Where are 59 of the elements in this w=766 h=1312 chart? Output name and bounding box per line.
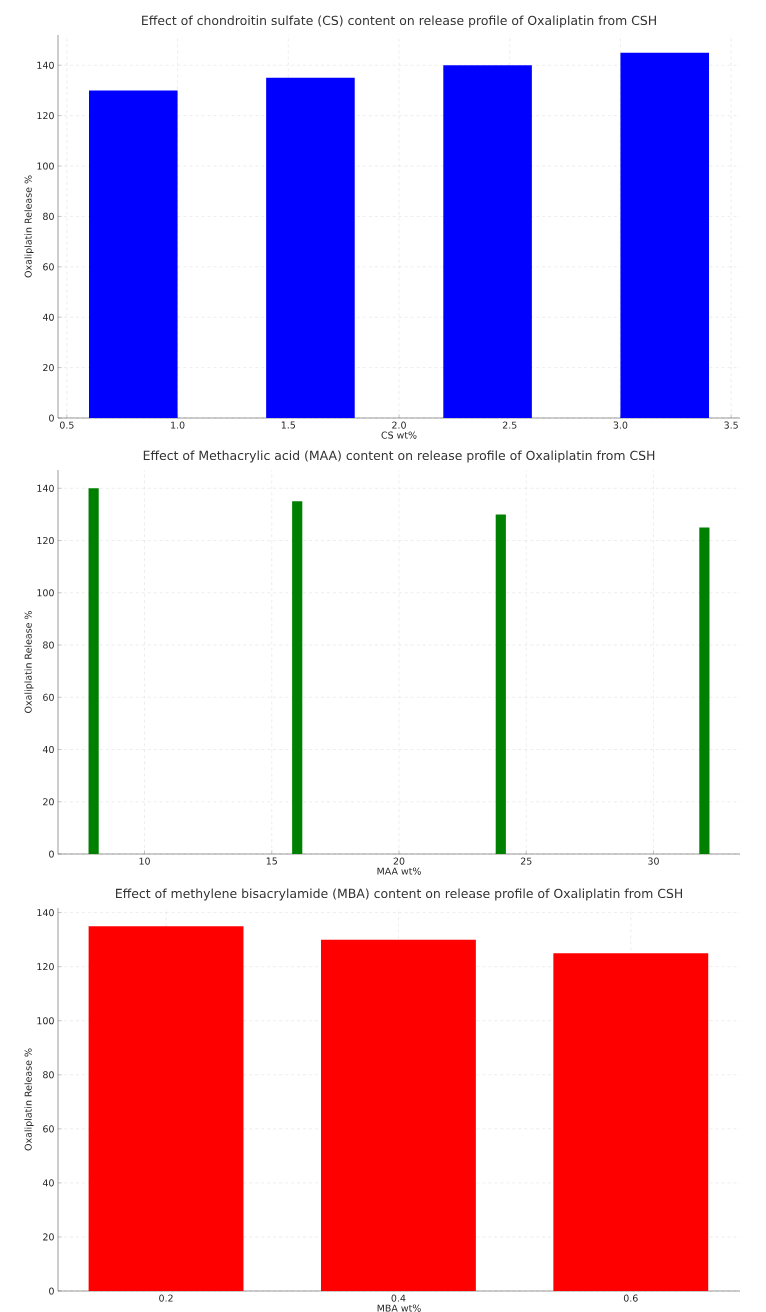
- bar: [699, 527, 710, 855]
- y-tick-label: 0: [49, 414, 54, 422]
- y-tick-label: 40: [42, 745, 54, 754]
- bar: [553, 953, 709, 1292]
- y-tick-label: 100: [37, 1017, 54, 1025]
- x-tick-label: 30: [648, 857, 659, 865]
- x-tick-label: 3.0: [613, 421, 628, 429]
- y-tick-label: 20: [43, 798, 54, 806]
- y-axis-title: Oxaliplatin Release %: [24, 175, 34, 278]
- x-tick-label: 0.5: [59, 421, 74, 429]
- bar: [89, 90, 178, 419]
- x-tick-label: 1.5: [281, 421, 295, 429]
- y-tick-label: 0: [49, 1287, 54, 1295]
- y-tick-label: 60: [43, 693, 54, 701]
- y-tick-label: 0: [49, 850, 54, 858]
- x-tick-label: 0.4: [391, 1294, 406, 1302]
- x-tick-label: 2.5: [502, 421, 517, 429]
- bar: [495, 514, 506, 855]
- bar: [88, 926, 244, 1292]
- chart-title: Effect of chondroitin sulfate (CS) content on release profile of Oxaliplatin from CSH: [142, 15, 656, 28]
- y-tick-label: 140: [37, 484, 54, 492]
- y-tick-label: 120: [37, 536, 54, 545]
- bar: [443, 65, 532, 419]
- y-tick-label: 100: [37, 589, 54, 597]
- x-axis-title: MBA wt%: [377, 1304, 421, 1312]
- bar: [320, 939, 476, 1292]
- y-tick-label: 100: [37, 162, 54, 170]
- y-tick-label: 20: [43, 1233, 54, 1241]
- x-tick-label: 0.2: [159, 1294, 173, 1302]
- x-tick-label: 0.6: [623, 1294, 638, 1302]
- y-tick-label: 40: [42, 313, 54, 321]
- y-tick-label: 80: [43, 641, 54, 649]
- y-tick-label: 80: [43, 212, 54, 221]
- y-tick-label: 60: [43, 1125, 54, 1133]
- y-axis-title: Oxaliplatin Release %: [24, 611, 34, 713]
- x-axis-title: CS wt%: [381, 431, 417, 439]
- y-tick-label: 140: [37, 909, 54, 917]
- x-tick-label: 20: [393, 857, 405, 865]
- y-tick-label: 140: [37, 61, 54, 69]
- x-tick-label: 1.0: [171, 421, 185, 429]
- y-tick-label: 20: [43, 364, 54, 372]
- bar: [88, 488, 99, 855]
- y-tick-label: 120: [37, 963, 54, 971]
- x-tick-label: 2.0: [392, 421, 406, 429]
- y-tick-label: 40: [42, 1179, 54, 1187]
- y-axis-title: Oxaliplatin Release %: [24, 1048, 34, 1151]
- bar: [292, 501, 303, 855]
- x-tick-label: 15: [266, 857, 277, 865]
- y-tick-label: 120: [37, 112, 54, 120]
- bar: [266, 77, 355, 419]
- bar: [620, 52, 710, 419]
- y-tick-label: 60: [43, 263, 54, 271]
- chart-title: Effect of methylene bisacrylamide (MBA) content on release profile of Oxaliplatin from CSH: [116, 888, 683, 901]
- y-tick-label: 80: [43, 1071, 54, 1079]
- x-tick-label: 10: [139, 857, 150, 865]
- x-tick-label: 3.5: [724, 421, 738, 429]
- x-tick-label: 25: [520, 857, 532, 865]
- chart-title: Effect of Methacrylic acid (MAA) content on release profile of Oxaliplatin from CSH: [143, 450, 655, 463]
- x-axis-title: MAA wt%: [377, 867, 421, 875]
